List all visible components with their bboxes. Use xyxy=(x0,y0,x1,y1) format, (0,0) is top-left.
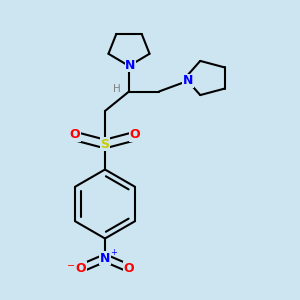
Text: N: N xyxy=(100,251,110,265)
Text: +: + xyxy=(110,248,117,257)
Text: −: − xyxy=(67,260,76,271)
Text: O: O xyxy=(76,262,86,275)
Text: O: O xyxy=(70,128,80,142)
Text: N: N xyxy=(125,58,136,72)
Text: O: O xyxy=(130,128,140,142)
Text: S: S xyxy=(100,137,109,151)
Text: H: H xyxy=(113,83,121,94)
Text: N: N xyxy=(183,74,193,88)
Text: O: O xyxy=(124,262,134,275)
